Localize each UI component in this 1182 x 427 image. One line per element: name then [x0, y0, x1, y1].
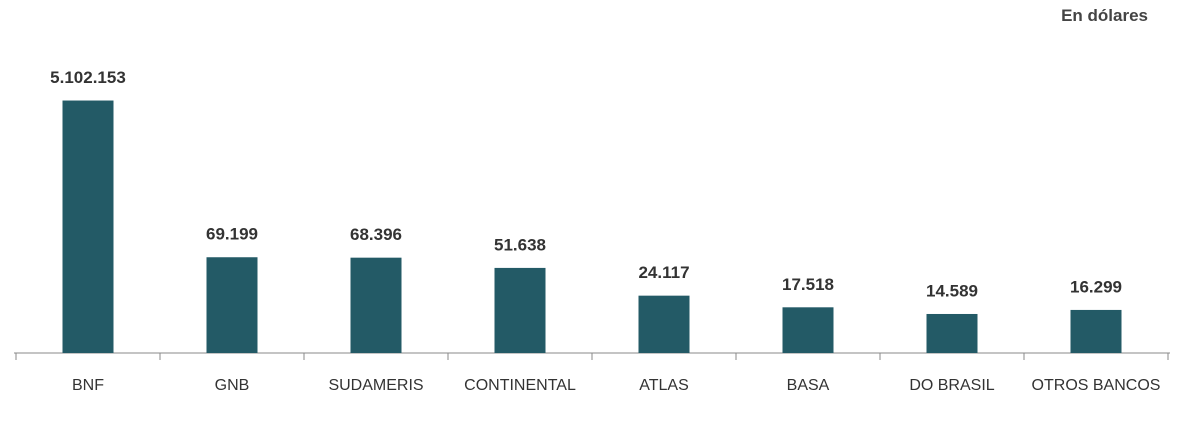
bar [206, 257, 258, 353]
bar [350, 257, 402, 353]
bar [638, 295, 690, 353]
x-tick-label: CONTINENTAL [464, 377, 576, 394]
bar [1070, 309, 1122, 353]
value-label: 14.589 [926, 281, 978, 300]
x-tick-label: DO BRASIL [909, 377, 995, 394]
bar [494, 267, 546, 353]
bar [926, 313, 978, 353]
value-label: 17.518 [782, 275, 834, 294]
value-label: 69.199 [206, 225, 258, 244]
bar [62, 100, 114, 353]
x-tick-label: BNF [72, 377, 104, 394]
x-tick-label: OTROS BANCOS [1031, 377, 1161, 394]
x-tick-label: SUDAMERIS [328, 377, 424, 394]
subtitle: En dólares [1061, 6, 1148, 25]
value-label: 24.117 [638, 263, 689, 282]
value-label: 5.102.153 [50, 68, 126, 87]
value-label: 16.299 [1070, 277, 1122, 296]
x-tick-label: BASA [786, 377, 830, 394]
value-label: 51.638 [494, 235, 546, 254]
x-tick-label: GNB [214, 377, 250, 394]
x-tick-label: ATLAS [639, 377, 689, 394]
value-label: 68.396 [350, 225, 402, 244]
bar [782, 307, 834, 353]
